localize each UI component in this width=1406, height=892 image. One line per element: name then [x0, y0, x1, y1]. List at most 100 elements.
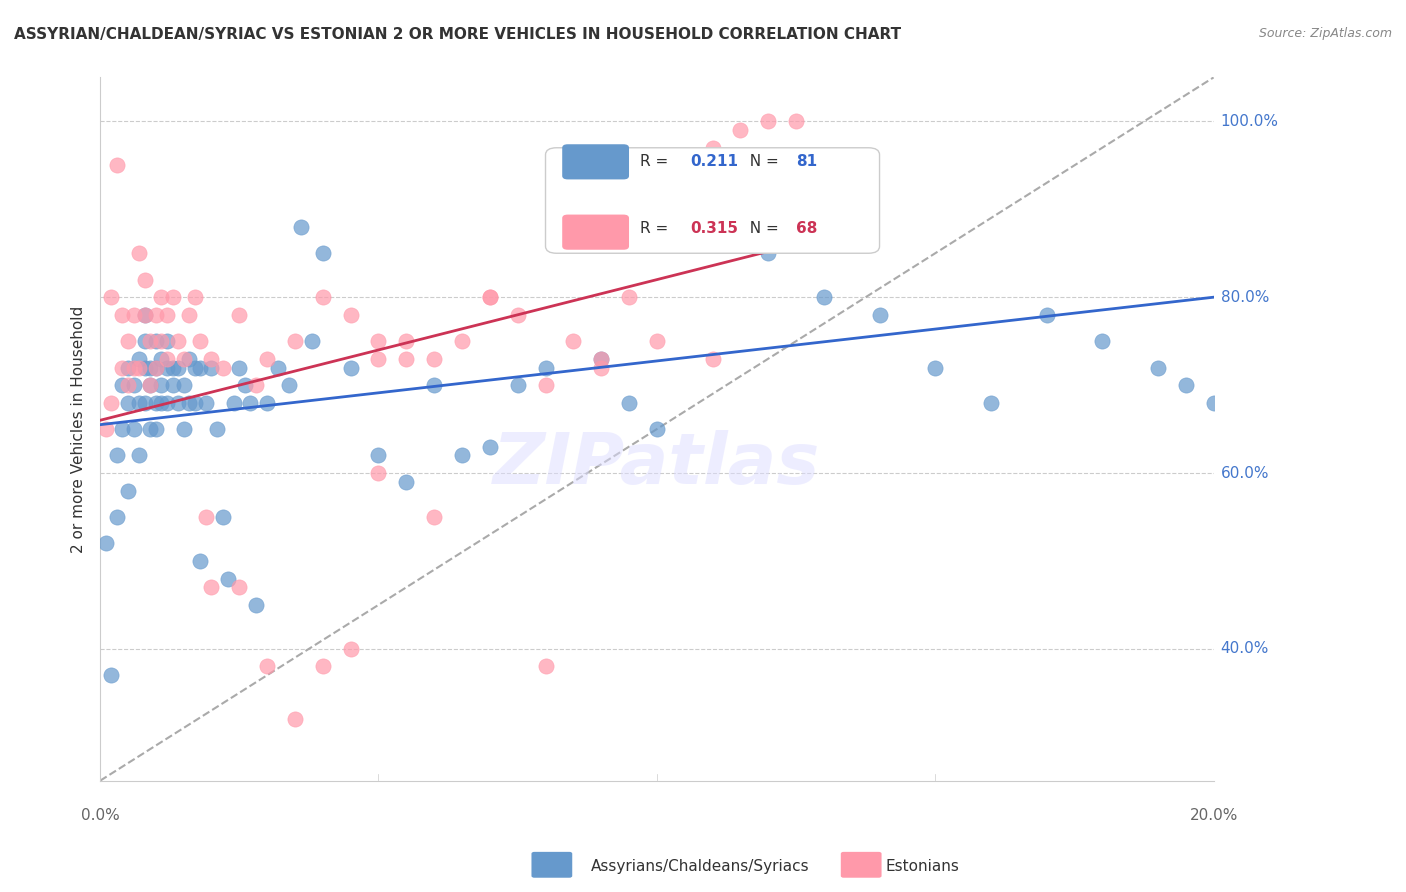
Point: [128, 351, 150, 366]
Text: R =: R =: [640, 221, 673, 236]
Point: [312, 659, 335, 673]
Point: [117, 483, 139, 498]
Point: [139, 378, 162, 392]
Point: [367, 466, 389, 480]
Point: [730, 123, 752, 137]
Point: [591, 360, 613, 375]
Point: [591, 351, 613, 366]
Text: Estonians: Estonians: [886, 859, 960, 874]
Text: Assyrians/Chaldeans/Syriacs: Assyrians/Chaldeans/Syriacs: [591, 859, 808, 874]
Point: [188, 554, 211, 568]
Point: [645, 158, 668, 172]
Point: [211, 360, 233, 375]
Point: [617, 395, 640, 409]
Point: [134, 308, 156, 322]
Point: [184, 290, 207, 304]
Point: [122, 360, 145, 375]
Point: [134, 272, 156, 286]
Point: [451, 449, 474, 463]
Point: [339, 308, 361, 322]
Point: [423, 351, 446, 366]
Text: N =: N =: [741, 154, 785, 169]
Point: [100, 395, 122, 409]
Point: [256, 395, 278, 409]
Point: [128, 360, 150, 375]
Point: [233, 378, 256, 392]
Point: [100, 668, 122, 682]
Text: ZIPatlas: ZIPatlas: [494, 430, 821, 499]
Point: [1174, 378, 1197, 392]
Point: [367, 449, 389, 463]
Point: [122, 378, 145, 392]
Point: [173, 351, 195, 366]
Point: [145, 395, 167, 409]
Point: [139, 422, 162, 436]
Point: [980, 395, 1002, 409]
FancyBboxPatch shape: [546, 148, 880, 253]
Point: [534, 659, 557, 673]
Point: [702, 141, 724, 155]
Point: [139, 360, 162, 375]
Point: [339, 641, 361, 656]
Point: [150, 334, 173, 348]
Point: [1091, 334, 1114, 348]
Point: [645, 422, 668, 436]
Point: [167, 360, 190, 375]
Point: [105, 158, 128, 172]
Point: [145, 308, 167, 322]
Point: [117, 360, 139, 375]
Text: R =: R =: [640, 154, 673, 169]
Point: [156, 360, 179, 375]
Point: [111, 308, 134, 322]
Point: [167, 334, 190, 348]
Point: [534, 360, 557, 375]
Point: [256, 351, 278, 366]
Point: [167, 395, 190, 409]
FancyBboxPatch shape: [562, 215, 628, 250]
Point: [506, 378, 529, 392]
Point: [179, 395, 201, 409]
Point: [267, 360, 290, 375]
Text: N =: N =: [741, 221, 785, 236]
Point: [94, 536, 117, 550]
Point: [245, 598, 267, 612]
Point: [245, 378, 267, 392]
Point: [395, 351, 418, 366]
Point: [284, 712, 307, 726]
Point: [150, 351, 173, 366]
Point: [128, 395, 150, 409]
Point: [1202, 395, 1225, 409]
Point: [869, 308, 891, 322]
Point: [111, 378, 134, 392]
Point: [111, 422, 134, 436]
Point: [256, 659, 278, 673]
Text: 40.0%: 40.0%: [1220, 641, 1268, 657]
Point: [284, 334, 307, 348]
Point: [200, 360, 222, 375]
Point: [117, 334, 139, 348]
Point: [139, 334, 162, 348]
Point: [162, 378, 184, 392]
Point: [222, 395, 245, 409]
Point: [423, 378, 446, 392]
Point: [478, 290, 501, 304]
Point: [134, 334, 156, 348]
Text: 20.0%: 20.0%: [1189, 808, 1237, 823]
Text: 0.0%: 0.0%: [80, 808, 120, 823]
Point: [617, 290, 640, 304]
Point: [591, 351, 613, 366]
Point: [423, 510, 446, 524]
Point: [211, 510, 233, 524]
Point: [150, 395, 173, 409]
Point: [200, 580, 222, 594]
Point: [395, 475, 418, 489]
Point: [200, 351, 222, 366]
Point: [128, 246, 150, 260]
Point: [145, 360, 167, 375]
Point: [156, 308, 179, 322]
Point: [339, 360, 361, 375]
Point: [188, 334, 211, 348]
Point: [156, 395, 179, 409]
Text: 68: 68: [796, 221, 817, 236]
Point: [478, 440, 501, 454]
